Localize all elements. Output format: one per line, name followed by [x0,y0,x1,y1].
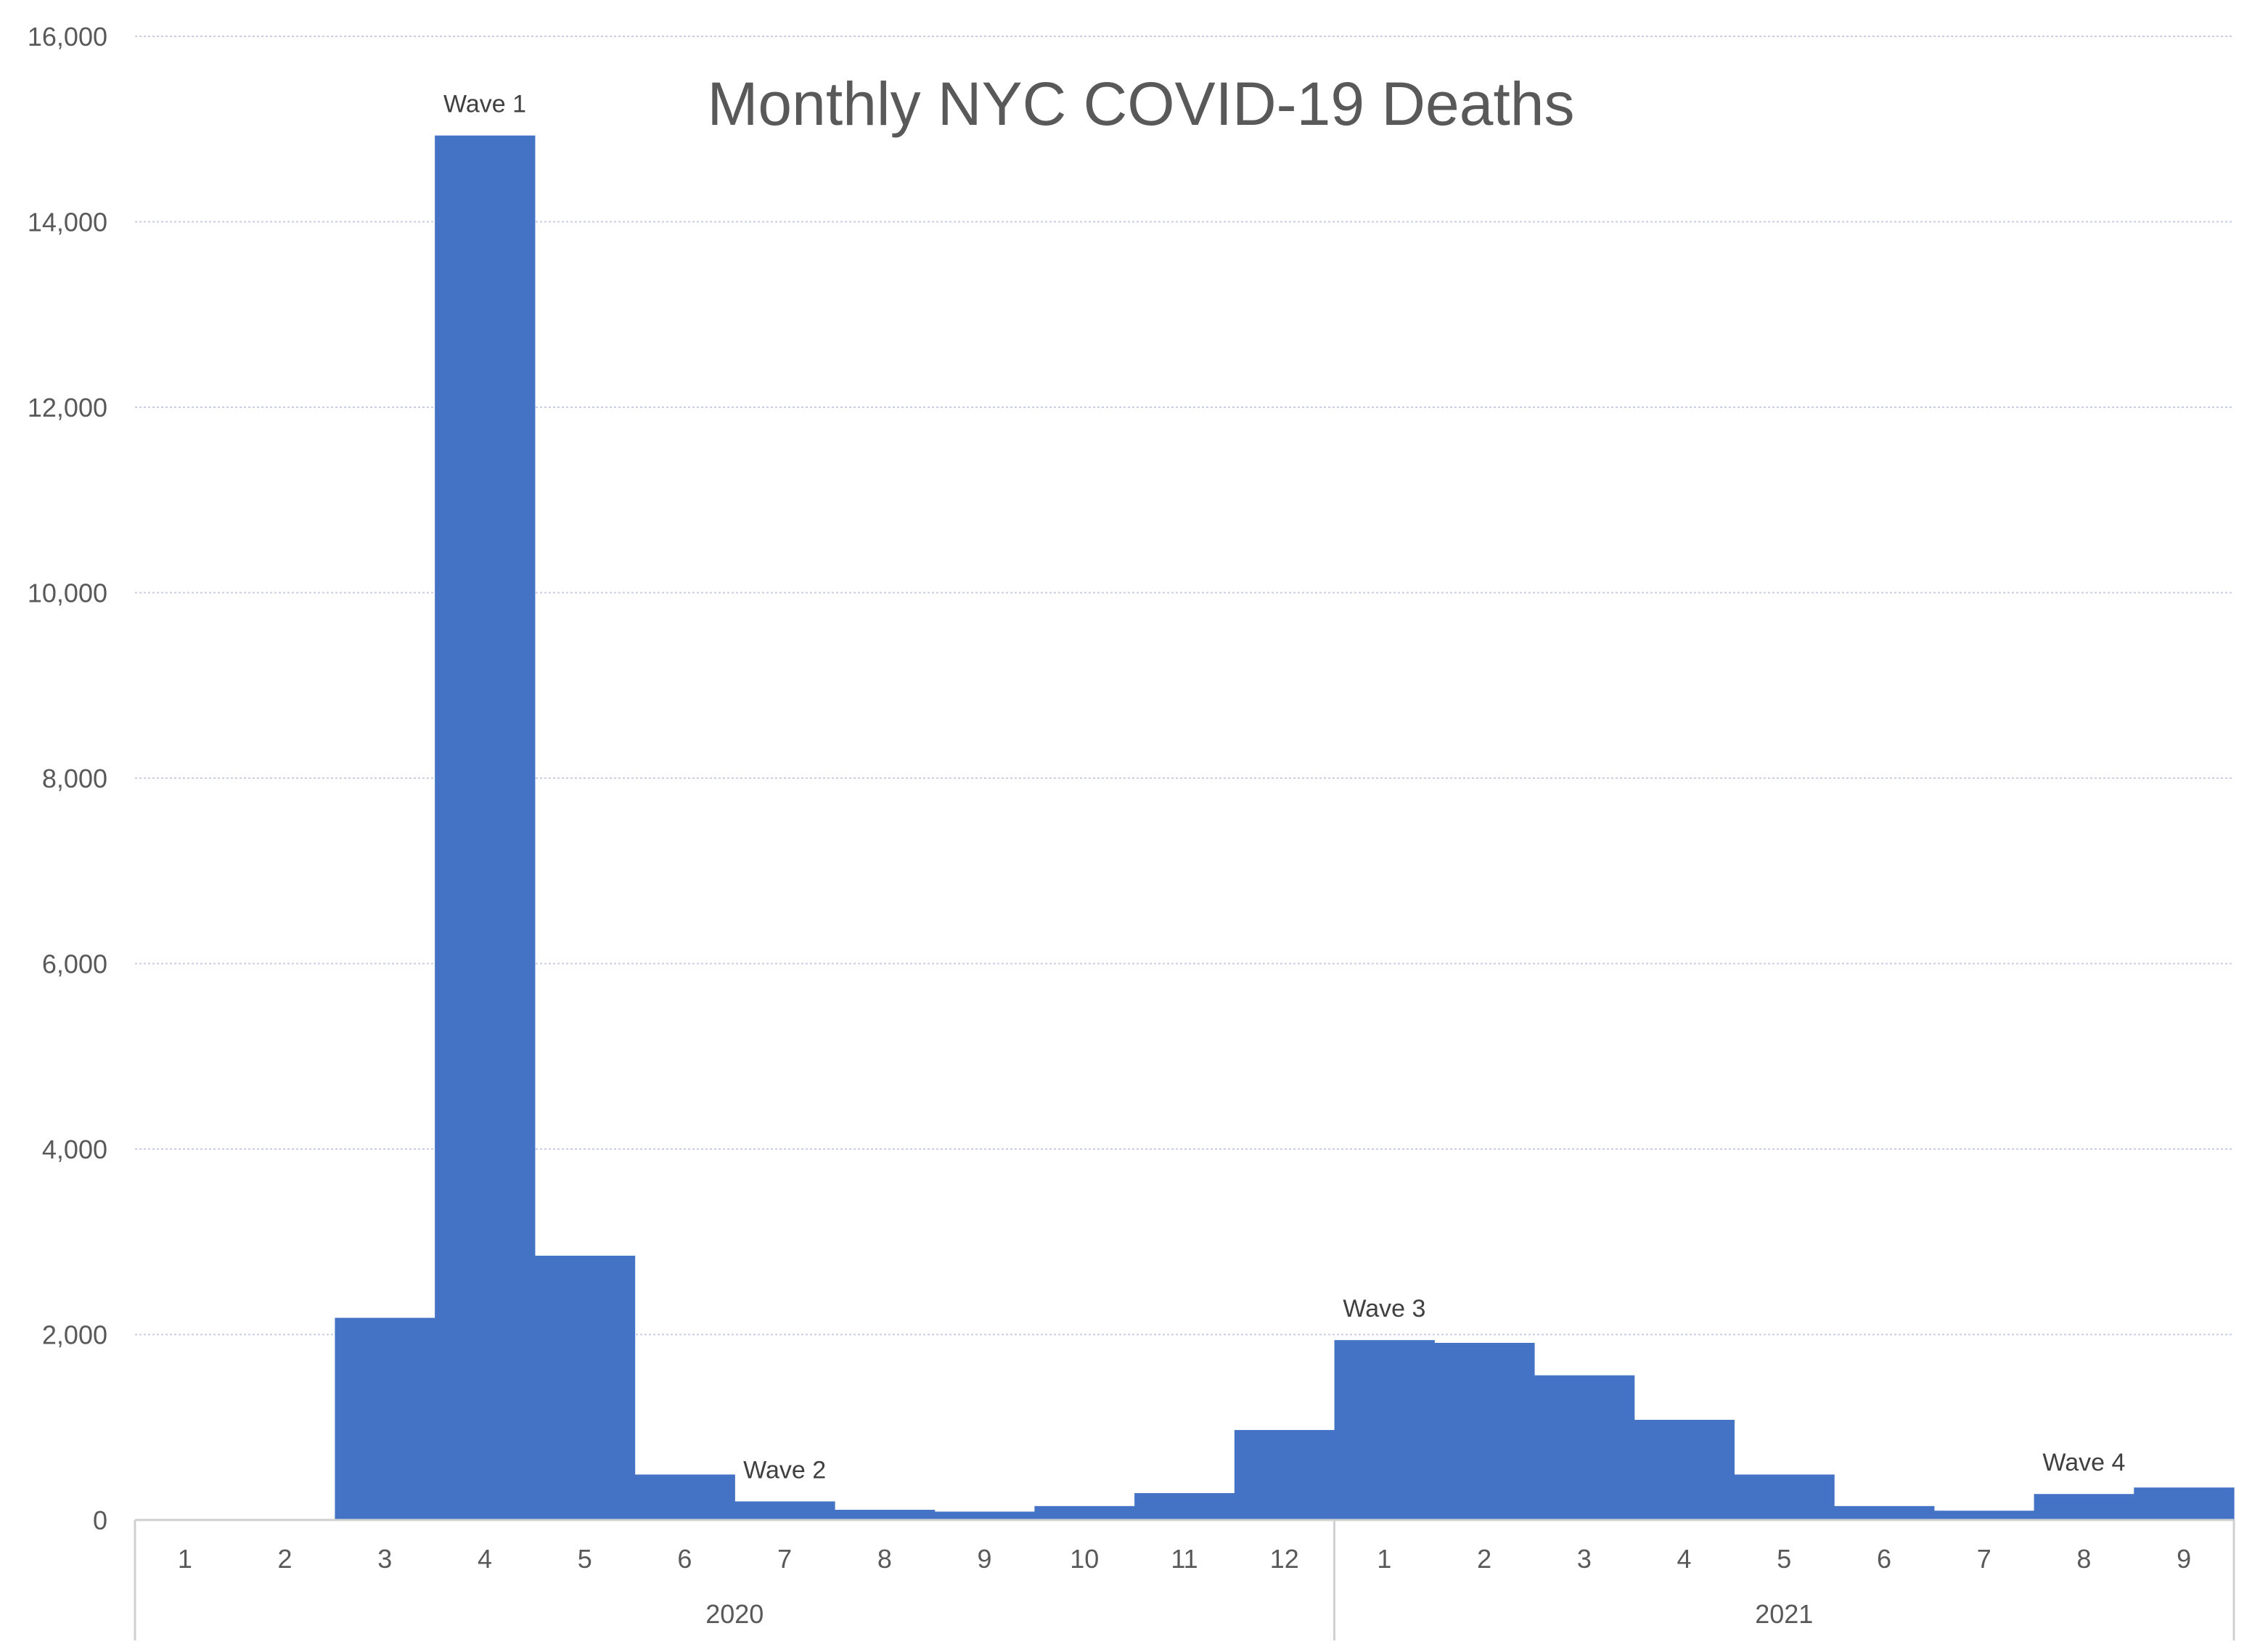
bar [1933,1511,2035,1520]
bar [1334,1340,1435,1520]
x-tick-label: 5 [1777,1544,1791,1574]
bar [835,1509,936,1520]
bar [2134,1487,2235,1520]
x-tick-label: 4 [478,1544,492,1574]
x-tick-label: 8 [2076,1544,2091,1574]
x-tick-label: 4 [1677,1544,1692,1574]
x-tick-label: 12 [1270,1544,1299,1574]
bars [335,135,2235,1520]
y-tick-label: 14,000 [28,208,107,237]
x-tick-label: 5 [578,1544,592,1574]
chart-title: Monthly NYC COVID-19 Deaths [707,70,1574,138]
annotations: Wave 1 Wave 2 Wave 3 Wave 4 [443,91,2125,1484]
x-tick-label: 8 [877,1544,892,1574]
bar [1534,1375,1635,1520]
bar [2034,1494,2134,1520]
x-tick-label: 3 [377,1544,392,1574]
y-tick-label: 12,000 [28,393,107,422]
x-tick-label: 9 [978,1544,992,1574]
x-tick-label: 10 [1070,1544,1099,1574]
bar [1034,1505,1135,1520]
x-tick-label: 6 [677,1544,692,1574]
x-group-label: 2021 [1755,1599,1813,1629]
annotation-label: Wave 2 [743,1456,826,1484]
y-tick-label: 2,000 [42,1320,107,1350]
bar [1434,1342,1535,1520]
y-tick-label: 8,000 [42,764,107,793]
x-tick-label: 6 [1877,1544,1891,1574]
x-tick-label: 11 [1171,1544,1198,1574]
bar [1734,1474,1835,1520]
x-tick-label: 3 [1577,1544,1592,1574]
x-tick-label: 9 [2177,1544,2191,1574]
bar [634,1474,735,1520]
bar [435,135,536,1520]
annotation-label: Wave 1 [443,91,526,118]
annotation-label: Wave 3 [1343,1295,1425,1323]
x-tick-label: 1 [178,1544,192,1574]
bar [335,1317,435,1520]
x-tick-label: 7 [777,1544,792,1574]
x-tick-label: 1 [1377,1544,1391,1574]
x-tick-label: 2 [1477,1544,1491,1574]
y-tick-label: 6,000 [42,949,107,979]
y-axis: 0 2,000 4,000 6,000 8,000 10,000 12,000 14,000 1… [28,22,107,1535]
bar [1134,1492,1235,1520]
annotation-label: Wave 4 [2042,1449,2125,1476]
x-tick-label: 2 [278,1544,292,1574]
y-tick-label: 4,000 [42,1135,107,1164]
x-group-label: 2020 [705,1599,763,1629]
bar [734,1501,835,1520]
bar [1234,1430,1335,1520]
y-tick-label: 0 [93,1505,107,1535]
bar [534,1255,636,1520]
bar [1634,1420,1735,1520]
bar [934,1511,1036,1520]
y-tick-label: 10,000 [28,579,107,608]
bar [1834,1505,1935,1520]
y-tick-label: 16,000 [28,22,107,52]
x-tick-label: 7 [1977,1544,1991,1574]
